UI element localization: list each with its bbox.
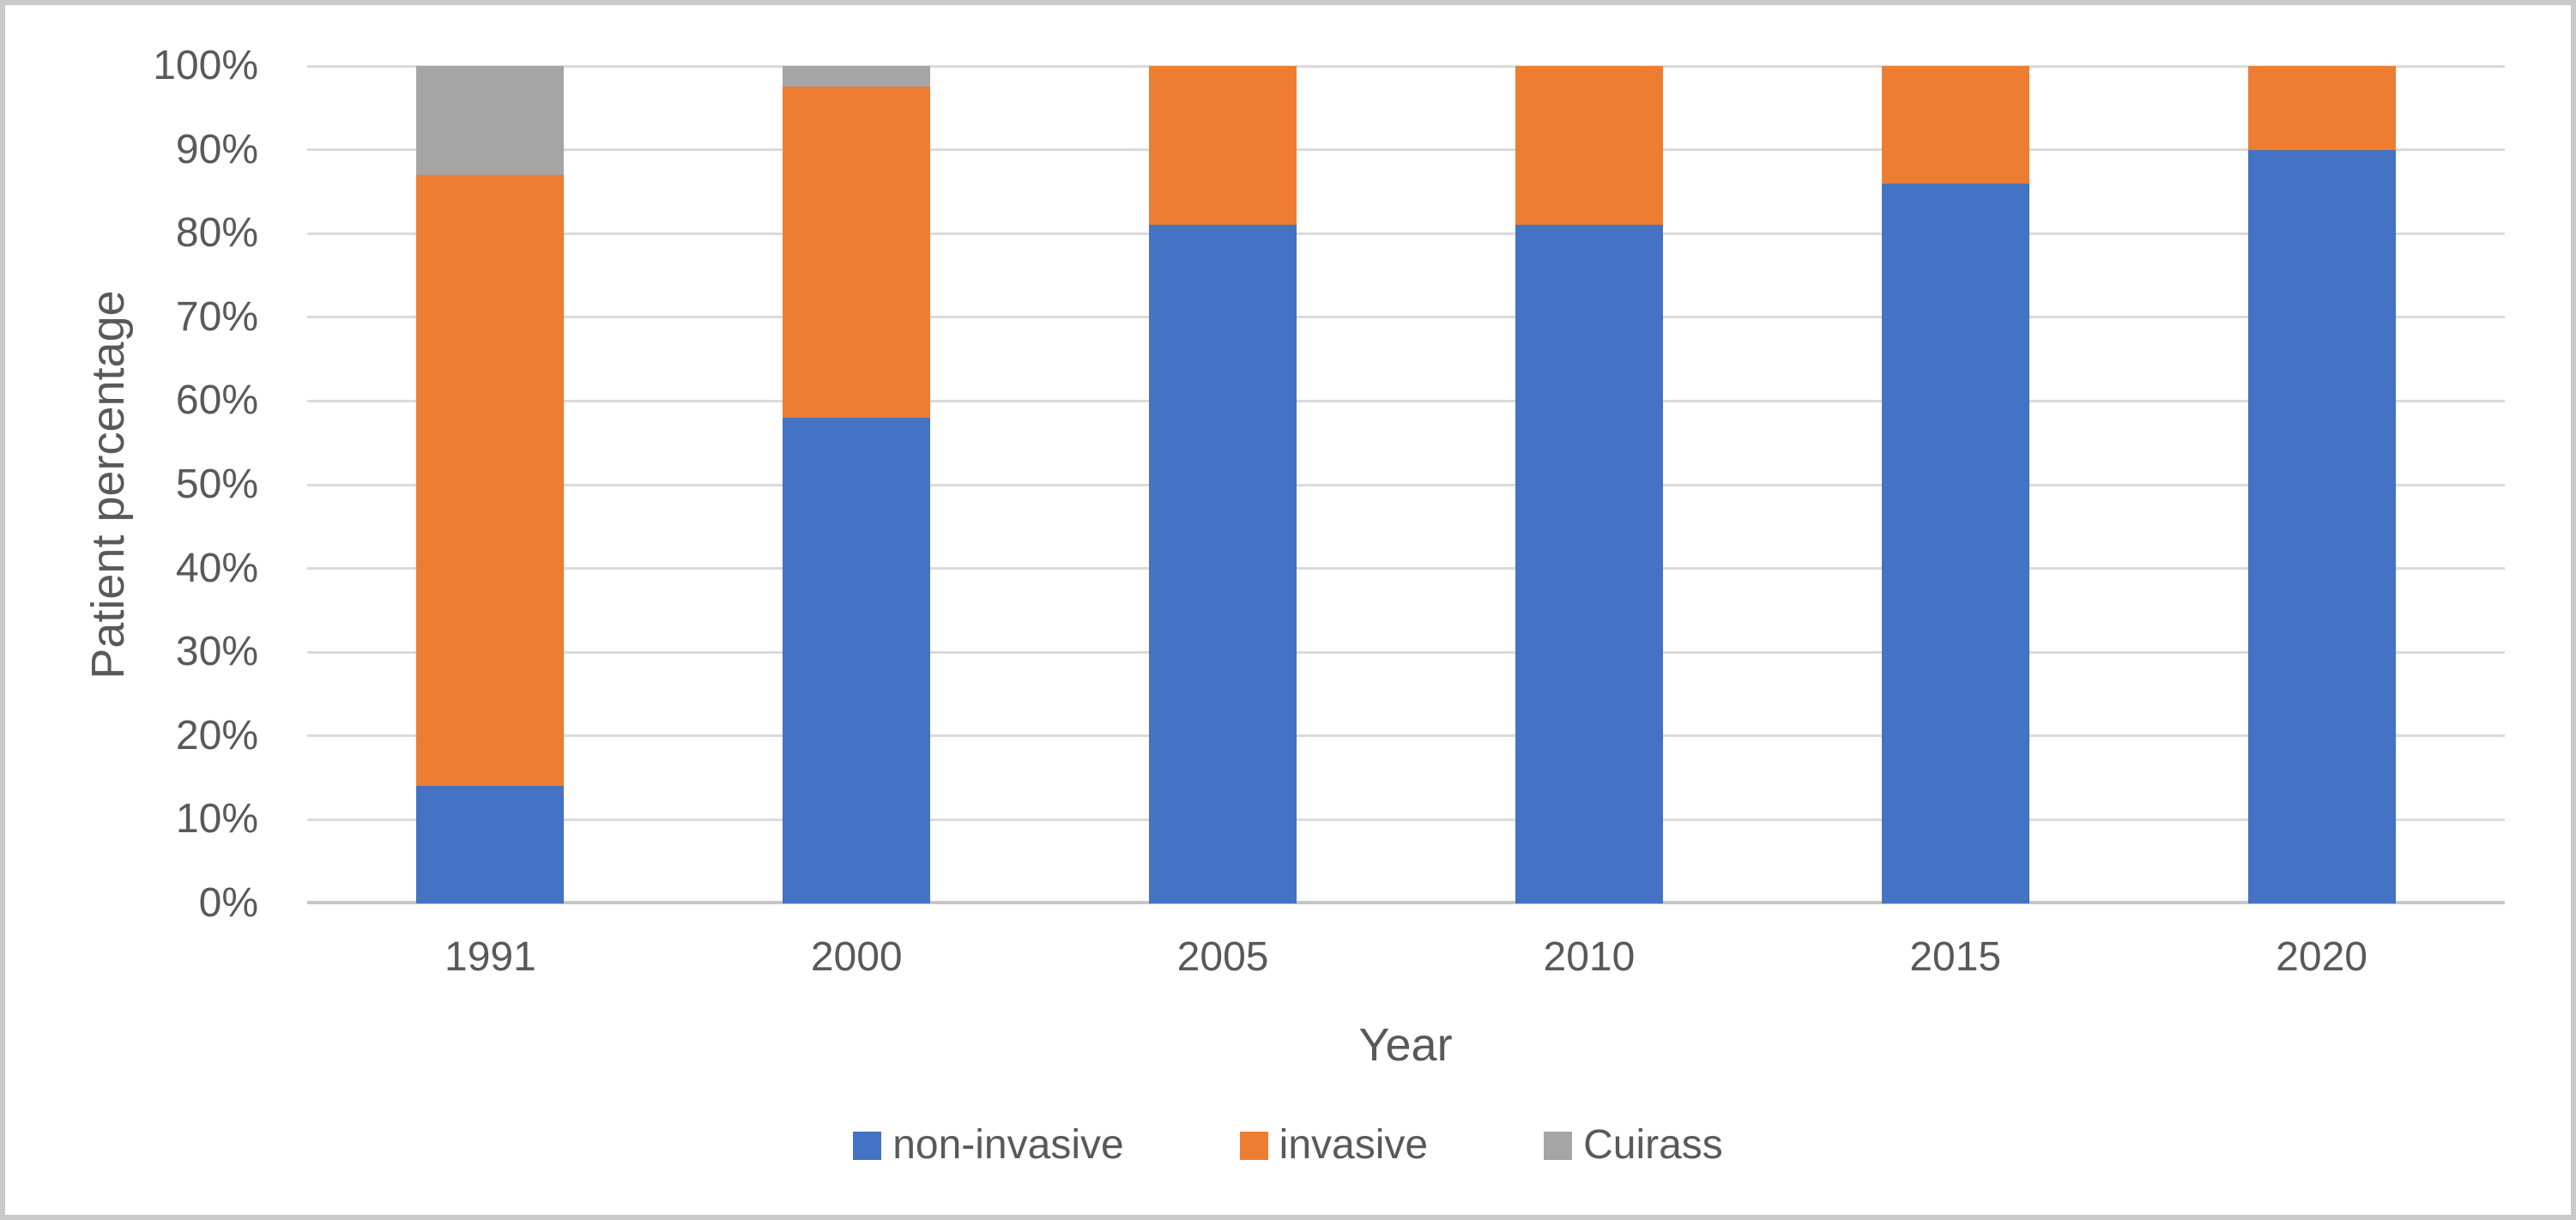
y-tick-label-40%: 40%: [175, 545, 258, 591]
bar-segment-non-invasive-2000: [783, 417, 931, 903]
y-tick-label-0%: 0%: [198, 880, 258, 926]
y-tick-label-10%: 10%: [175, 796, 258, 843]
gridline-40: [307, 567, 2505, 571]
legend-item-invasive: invasive: [1239, 1120, 1429, 1171]
bar-segment-invasive-1991: [416, 174, 565, 787]
bar-segment-non-invasive-2015: [1881, 183, 2029, 903]
bar-2015: [1881, 66, 2029, 903]
legend-swatch-invasive: [1239, 1131, 1268, 1160]
gridline-70: [307, 316, 2505, 319]
legend-swatch-non-invasive: [853, 1131, 882, 1160]
y-tick-label-100%: 100%: [153, 43, 258, 88]
bar-segment-invasive-2015: [1881, 66, 2029, 184]
bar-group-2010: [1406, 66, 1773, 903]
x-tick-label-2000: 2000: [810, 934, 903, 980]
bar-2020: [2247, 66, 2396, 903]
y-axis-title: Patient percentage: [82, 290, 134, 679]
gridline-80: [307, 232, 2505, 235]
gridline-50: [307, 483, 2505, 486]
y-tick-label-30%: 30%: [175, 629, 258, 675]
y-tick-label-50%: 50%: [175, 462, 258, 507]
bar-segment-invasive-2010: [1515, 66, 1663, 226]
bar-segment-non-invasive-2020: [2247, 149, 2396, 903]
gridline-90: [307, 148, 2505, 152]
legend-item-non-invasive: non-invasive: [853, 1120, 1124, 1171]
y-tick-label-80%: 80%: [175, 210, 258, 257]
legend-label-non-invasive: non-invasive: [892, 1122, 1124, 1168]
x-axis-line: [307, 901, 2505, 904]
bar-group-2000: [674, 66, 1040, 903]
gridline-20: [307, 734, 2505, 738]
bar-group-2020: [2138, 66, 2505, 903]
bar-2005: [1149, 66, 1297, 903]
bar-segment-non-invasive-2010: [1515, 225, 1663, 903]
x-tick-label-1991: 1991: [444, 934, 536, 980]
y-tick-label-60%: 60%: [175, 377, 258, 424]
bar-segment-invasive-2005: [1149, 66, 1297, 226]
x-tick-label-2015: 2015: [1909, 934, 2002, 980]
gridline-100: [307, 64, 2505, 68]
plot-area: [307, 64, 2505, 904]
bar-2010: [1515, 66, 1663, 903]
bar-segment-non-invasive-2005: [1149, 225, 1297, 903]
gridline-60: [307, 399, 2505, 402]
legend-swatch-Cuirass: [1544, 1131, 1573, 1160]
gridline-10: [307, 818, 2505, 821]
legend-item-Cuirass: Cuirass: [1544, 1120, 1723, 1171]
bar-2000: [783, 66, 931, 903]
bar-group-2015: [1772, 66, 2138, 903]
bar-segment-Cuirass-2000: [783, 66, 931, 88]
x-tick-label-2005: 2005: [1176, 934, 1269, 980]
legend: non-invasive invasive Cuirass: [5, 1119, 2571, 1172]
y-tick-label-70%: 70%: [175, 293, 258, 340]
bar-segment-invasive-2000: [783, 87, 931, 418]
gridline-30: [307, 650, 2505, 654]
y-tick-label-20%: 20%: [175, 712, 258, 758]
legend-label-Cuirass: Cuirass: [1583, 1122, 1723, 1168]
bar-group-2005: [1040, 66, 1406, 903]
legend-label-invasive: invasive: [1279, 1122, 1429, 1168]
bar-segment-Cuirass-1991: [416, 66, 565, 175]
bar-segment-non-invasive-1991: [416, 786, 565, 903]
x-axis-title: Year: [1358, 1019, 1453, 1071]
x-tick-label-2010: 2010: [1543, 934, 1636, 980]
x-tick-label-2020: 2020: [2276, 934, 2367, 980]
y-tick-label-90%: 90%: [175, 126, 258, 172]
bar-1991: [416, 66, 565, 903]
bar-group-1991: [307, 66, 674, 903]
bar-segment-invasive-2020: [2247, 66, 2396, 150]
